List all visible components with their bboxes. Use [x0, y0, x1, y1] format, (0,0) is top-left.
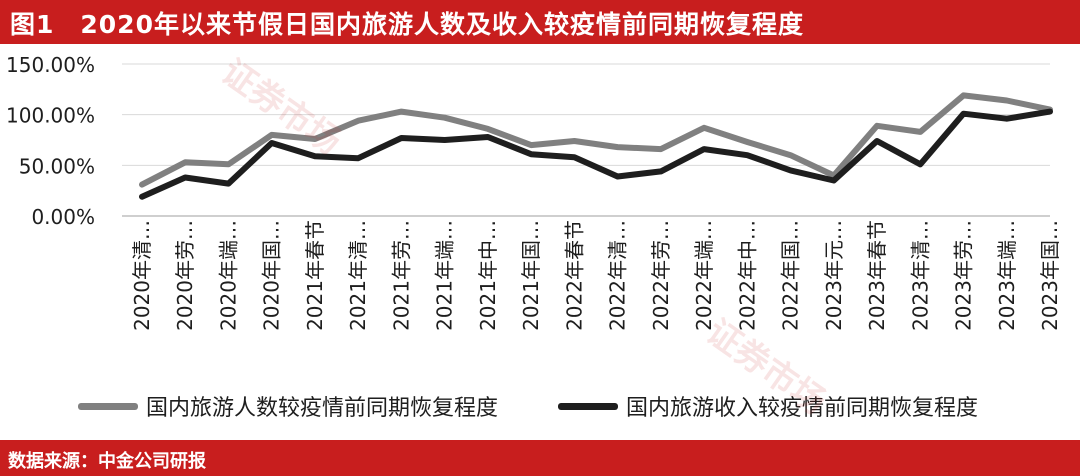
legend-item-visitors: 国内旅游人数较疫情前同期恢复程度 [78, 389, 498, 423]
x-tick-label: 2021年国… [519, 220, 543, 331]
x-tick-label: 2021年中… [476, 220, 500, 331]
legend-item-revenue: 国内旅游收入较疫情前同期恢复程度 [558, 389, 978, 423]
x-tick-label: 2022年中… [735, 220, 759, 331]
x-tick-label: 2022年国… [779, 220, 803, 331]
title-bar: 图1 2020年以来节假日国内旅游人数及收入较疫情前同期恢复程度 [0, 0, 1080, 44]
chart-title: 图1 2020年以来节假日国内旅游人数及收入较疫情前同期恢复程度 [10, 10, 804, 39]
x-tick-label: 2023年春节 [865, 220, 889, 331]
y-tick-label: 150.00% [6, 53, 95, 77]
x-tick-label: 2022年清… [606, 220, 630, 331]
x-tick-label: 2021年劳… [389, 220, 413, 331]
x-tick-label: 2020年劳… [173, 220, 197, 331]
line-chart: 0.00% 50.00% 100.00% 150.00% 2020年清… 2020年劳… 2… [6, 53, 1062, 331]
x-tick-label: 2023年端… [995, 220, 1019, 331]
legend-swatch-revenue [558, 402, 618, 410]
legend-label-revenue: 国内旅游收入较疫情前同期恢复程度 [626, 396, 979, 421]
y-tick-label: 50.00% [19, 154, 95, 178]
x-tick-label: 2023年清… [908, 220, 932, 331]
x-tick-label: 2022年春节 [562, 220, 586, 331]
x-tick-label: 2021年清… [346, 220, 370, 331]
series-line-0 [139, 92, 1053, 188]
x-tick-label: 2020年国… [260, 220, 284, 331]
series-line-1 [139, 108, 1053, 200]
x-tick-label: 2023年元… [822, 220, 846, 331]
x-tick-label: 2020年端… [216, 220, 240, 331]
x-tick-label: 2021年端… [433, 220, 457, 331]
x-tick-label: 2020年清… [130, 220, 154, 331]
legend-label-visitors: 国内旅游人数较疫情前同期恢复程度 [146, 396, 499, 421]
footer-bar: 数据来源：中金公司研报 [0, 440, 1080, 476]
y-tick-label: 100.00% [6, 104, 95, 128]
x-tick-label: 2022年端… [692, 220, 716, 331]
x-tick-label: 2021年春节 [303, 220, 327, 331]
y-tick-label: 0.00% [31, 205, 95, 229]
x-tick-label: 2022年劳… [649, 220, 673, 331]
x-tick-label: 2023年国… [1038, 220, 1062, 331]
legend-swatch-visitors [78, 402, 138, 410]
x-tick-label: 2023年劳… [952, 220, 976, 331]
source-note: 数据来源：中金公司研报 [8, 451, 206, 472]
